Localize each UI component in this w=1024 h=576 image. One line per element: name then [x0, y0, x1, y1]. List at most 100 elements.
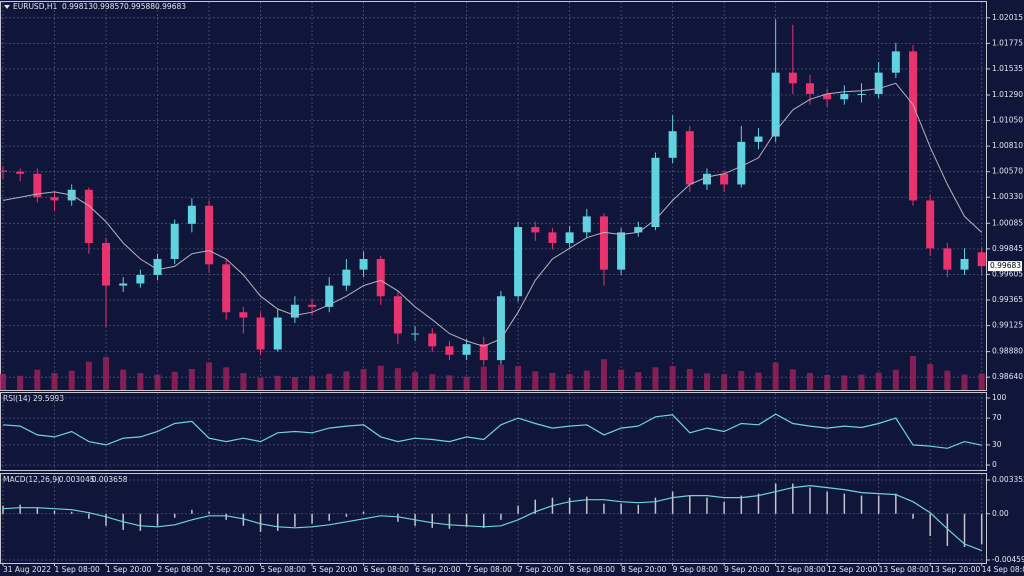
- candle-body: [617, 232, 626, 270]
- x-tick-label: 6 Sep 20:00: [415, 565, 461, 574]
- y-tick-label: 1.01535: [992, 64, 1023, 73]
- volume-bar: [463, 376, 470, 390]
- candle-body: [857, 93, 866, 95]
- volume-bar: [257, 377, 264, 390]
- candle-body: [805, 83, 814, 94]
- candle-body: [119, 283, 128, 286]
- candle-body: [187, 205, 196, 224]
- macd-main-value: -0.003045: [56, 475, 95, 484]
- collapse-icon: [4, 5, 10, 9]
- candle-body: [50, 197, 59, 201]
- volume-bar: [412, 372, 419, 390]
- candle-body: [754, 136, 763, 142]
- y-tick-label: 1.01050: [992, 116, 1023, 125]
- y-tick-label: 70: [992, 413, 1002, 422]
- volume-bar: [309, 376, 316, 390]
- volume-bar: [978, 373, 985, 390]
- candle-body: [342, 269, 351, 286]
- candle-body: [308, 304, 317, 307]
- y-tick-label: 0.98880: [992, 347, 1023, 356]
- volume-bar: [772, 362, 779, 390]
- y-tick-label: 1.02015: [992, 13, 1023, 22]
- x-tick-label: 6 Sep 08:00: [364, 565, 410, 574]
- x-tick-label: 14 Sep 08:00: [982, 565, 1024, 574]
- candle-body: [16, 171, 25, 174]
- volume-bar: [892, 369, 899, 390]
- y-tick-label: -0.004594: [992, 555, 1024, 564]
- x-tick-label: 5 Sep 08:00: [261, 565, 307, 574]
- header-low: 0.99588: [124, 2, 155, 11]
- x-tick-label: 2 Sep 08:00: [158, 565, 204, 574]
- volume-bar: [103, 356, 110, 390]
- x-tick-label: 12 Sep 20:00: [827, 565, 877, 574]
- volume-bar: [326, 373, 333, 390]
- candle-body: [273, 317, 282, 350]
- candle-body: [548, 232, 557, 244]
- candle-body: [737, 141, 746, 185]
- volume-bar: [171, 371, 178, 390]
- volume-bar: [635, 372, 642, 390]
- y-tick-label: 0.003353: [992, 475, 1024, 484]
- candle-body: [153, 258, 162, 275]
- header-high: 0.99857: [93, 2, 124, 11]
- candle-body: [771, 72, 780, 137]
- y-tick-label: 0.99125: [992, 321, 1023, 330]
- volume-bar: [51, 373, 58, 390]
- volume-bar: [274, 375, 281, 390]
- volume-bar: [910, 356, 917, 390]
- volume-bar: [360, 368, 367, 390]
- candle-body: [943, 248, 952, 270]
- volume-bar: [291, 377, 298, 390]
- candle-body: [926, 200, 935, 249]
- candle-body: [222, 264, 231, 313]
- volume-bar: [927, 364, 934, 390]
- candle-body: [239, 312, 248, 318]
- candle-body: [102, 243, 111, 286]
- y-tick-label: 1.01775: [992, 38, 1023, 47]
- x-tick-label: 8 Sep 08:00: [570, 565, 616, 574]
- candle-body: [823, 93, 832, 100]
- volume-bar: [738, 370, 745, 390]
- candle-body: [685, 131, 694, 185]
- volume-bar: [394, 368, 401, 390]
- candle-body: [479, 344, 488, 361]
- volume-bar: [686, 368, 693, 390]
- y-tick-label: 1.00810: [992, 141, 1023, 150]
- x-tick-label: 13 Sep 08:00: [879, 565, 929, 574]
- x-tick-label: 5 Sep 20:00: [312, 565, 358, 574]
- x-tick-label: 7 Sep 20:00: [518, 565, 564, 574]
- candle-body: [651, 157, 660, 228]
- rsi-title: RSI(14): [3, 394, 31, 403]
- volume-bar: [841, 375, 848, 390]
- volume-bar: [532, 371, 539, 390]
- candle-body: [960, 258, 969, 270]
- volume-bar: [206, 362, 213, 390]
- volume-bar: [669, 366, 676, 390]
- candle-body: [325, 285, 334, 307]
- y-tick-label: 0: [992, 460, 997, 469]
- y-tick-label: 1.01290: [992, 90, 1023, 99]
- volume-bar: [446, 375, 453, 390]
- header-close: 0.99683: [155, 2, 186, 11]
- volume-bar: [343, 371, 350, 390]
- volume-bar: [703, 373, 710, 390]
- candle-body: [977, 252, 986, 267]
- candle-body: [668, 131, 677, 158]
- volume-bar: [652, 367, 659, 390]
- candle-body: [393, 296, 402, 334]
- volume-bar: [583, 370, 590, 390]
- symbol: EURUSD,H1: [13, 2, 57, 11]
- candle-body: [599, 216, 608, 270]
- x-tick-label: 8 Sep 20:00: [621, 565, 667, 574]
- y-tick-label: 0.00: [992, 509, 1009, 518]
- x-tick-label: 31 Aug 2022: [3, 565, 51, 574]
- candle-body: [33, 173, 42, 198]
- volume-bar: [0, 373, 6, 390]
- rsi-panel: [0, 392, 987, 471]
- volume-bar: [600, 359, 607, 390]
- candle-body: [565, 232, 574, 244]
- y-tick-label: 100: [992, 393, 1007, 402]
- candle-body: [874, 72, 883, 94]
- macd-panel: [0, 473, 987, 564]
